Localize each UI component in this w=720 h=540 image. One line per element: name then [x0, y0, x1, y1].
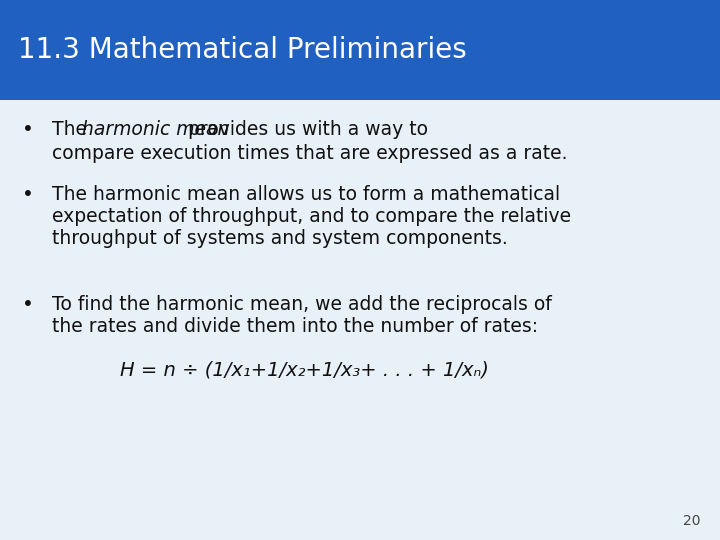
Text: To find the harmonic mean, we add the reciprocals of: To find the harmonic mean, we add the re… [52, 295, 552, 314]
Text: •: • [22, 185, 34, 204]
Text: throughput of systems and system components.: throughput of systems and system compone… [52, 229, 508, 248]
Text: •: • [22, 120, 34, 139]
FancyBboxPatch shape [0, 0, 720, 100]
Text: H = n ÷ (1/x₁+1/x₂+1/x₃+ . . . + 1/xₙ): H = n ÷ (1/x₁+1/x₂+1/x₃+ . . . + 1/xₙ) [120, 360, 489, 379]
Text: The harmonic mean allows us to form a mathematical: The harmonic mean allows us to form a ma… [52, 185, 560, 204]
Text: compare execution times that are expressed as a rate.: compare execution times that are express… [52, 144, 567, 163]
Text: 20: 20 [683, 514, 700, 528]
Text: the rates and divide them into the number of rates:: the rates and divide them into the numbe… [52, 317, 538, 336]
Text: •: • [22, 295, 34, 314]
Text: The: The [52, 120, 93, 139]
Text: 11.3 Mathematical Preliminaries: 11.3 Mathematical Preliminaries [18, 36, 467, 64]
Text: expectation of throughput, and to compare the relative: expectation of throughput, and to compar… [52, 207, 571, 226]
Text: provides us with a way to: provides us with a way to [182, 120, 428, 139]
Text: harmonic mean: harmonic mean [82, 120, 230, 139]
